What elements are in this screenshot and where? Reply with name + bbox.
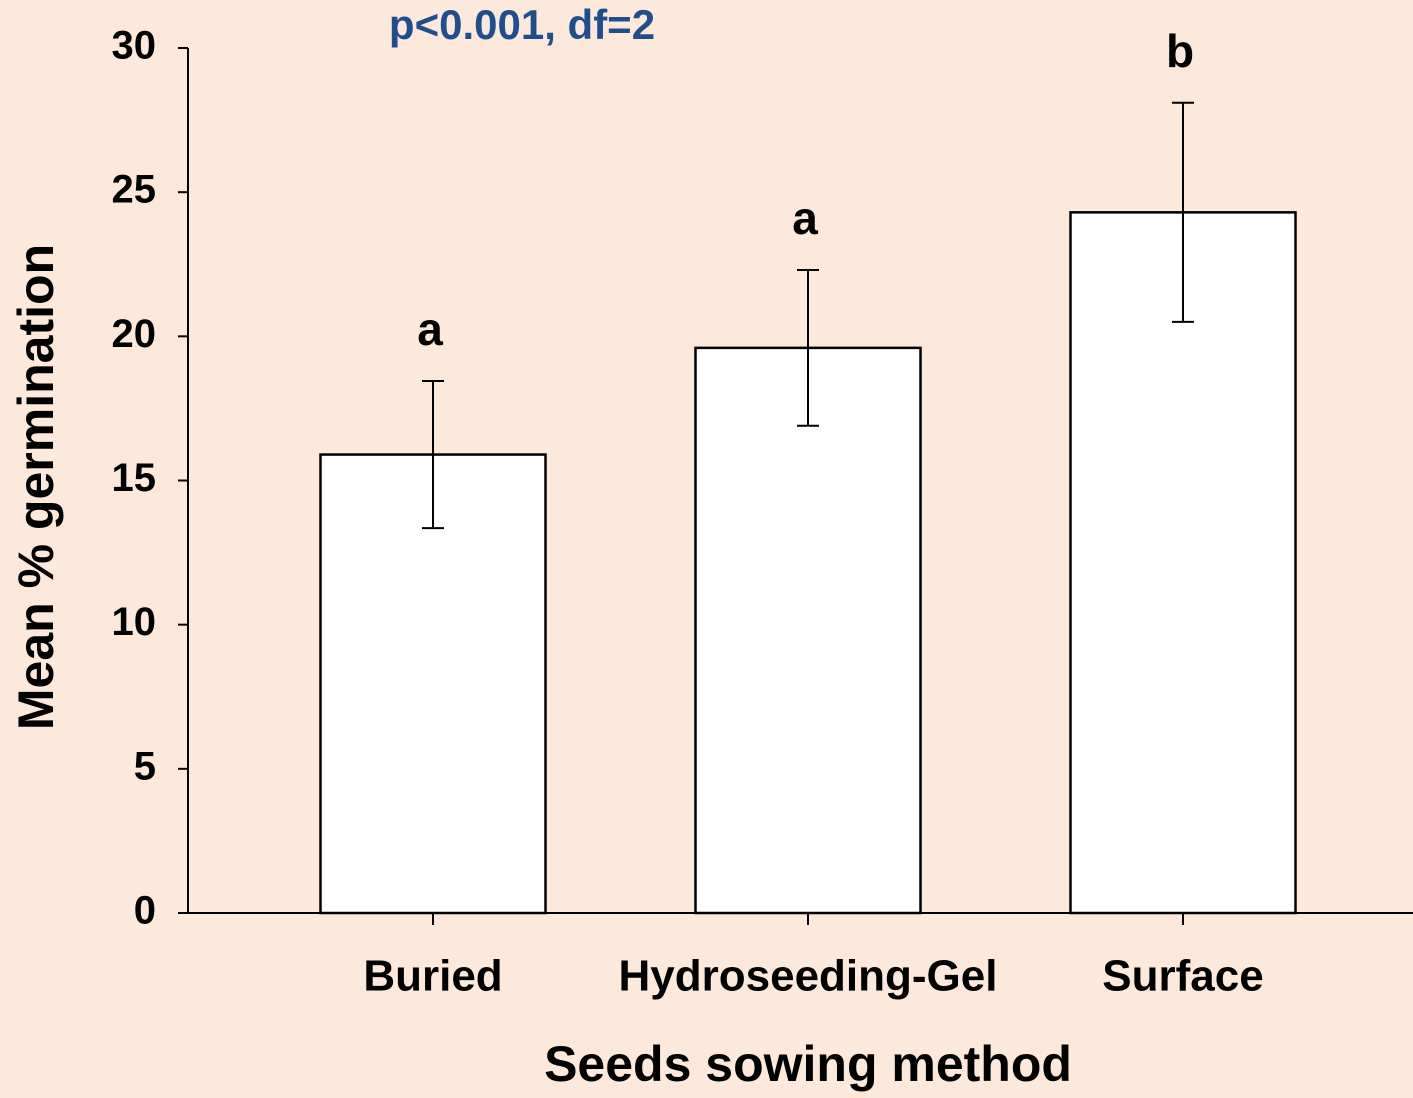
y-tick-label: 30 [112, 24, 157, 68]
group-label: b [1166, 25, 1194, 77]
group-label: a [792, 192, 818, 244]
x-axis-title: Seeds sowing method [544, 1036, 1072, 1092]
y-tick-label: 0 [134, 889, 156, 933]
y-axis-title: Mean % germination [8, 244, 64, 730]
bar [319, 453, 547, 915]
y-tick-label: 20 [112, 312, 157, 356]
bar [694, 346, 922, 915]
y-tick-label: 15 [112, 456, 157, 500]
annotation: p<0.001, df=2 [389, 1, 655, 48]
x-tick-label: Buried [363, 952, 502, 1001]
y-tick-label: 5 [134, 744, 156, 788]
y-tick-label: 10 [112, 600, 157, 644]
y-tick-label: 25 [112, 168, 157, 212]
x-tick-label: Surface [1102, 952, 1263, 1001]
group-label: a [417, 303, 443, 355]
x-tick-label: Hydroseeding-Gel [619, 952, 998, 1001]
bar [1069, 211, 1297, 915]
